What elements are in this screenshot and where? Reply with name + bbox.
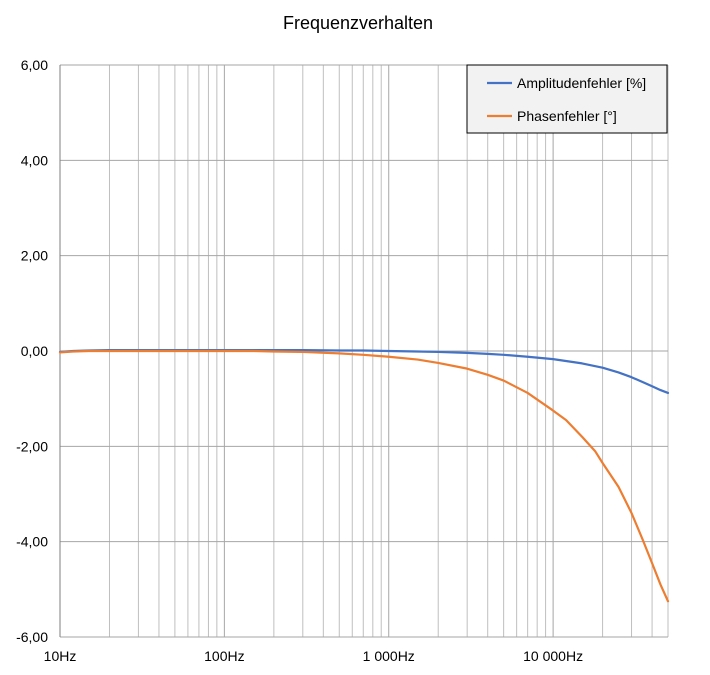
legend-box xyxy=(466,64,668,134)
x-axis-ticks: 10Hz 100Hz 1 000Hz 10 000Hz xyxy=(44,648,583,664)
y-tick-label: 2,00 xyxy=(21,248,48,264)
series-lines xyxy=(58,348,670,603)
x-tick-label: 100Hz xyxy=(204,648,244,664)
legend: Amplitudenfehler [%] Phasenfehler [°] xyxy=(466,64,668,134)
y-tick-label: 0,00 xyxy=(21,343,48,359)
y-tick-label: 6,00 xyxy=(21,57,48,73)
chart-title: Frequenzverhalten xyxy=(283,13,433,33)
y-tick-label: 4,00 xyxy=(21,152,48,168)
series-line-2 xyxy=(58,349,670,603)
legend-entry: Amplitudenfehler [%] xyxy=(517,75,646,91)
x-tick-label: 1 000Hz xyxy=(363,648,415,664)
series-line-1 xyxy=(58,348,670,395)
y-tick-label: -2,00 xyxy=(16,438,48,454)
y-tick-label: -6,00 xyxy=(16,629,48,645)
y-axis-ticks: 6,00 4,00 2,00 0,00 -2,00 -4,00 -6,00 xyxy=(16,57,48,645)
y-tick-label: -4,00 xyxy=(16,534,48,550)
x-tick-label: 10Hz xyxy=(44,648,77,664)
x-tick-label: 10 000Hz xyxy=(523,648,583,664)
legend-entry: Phasenfehler [°] xyxy=(517,108,617,124)
